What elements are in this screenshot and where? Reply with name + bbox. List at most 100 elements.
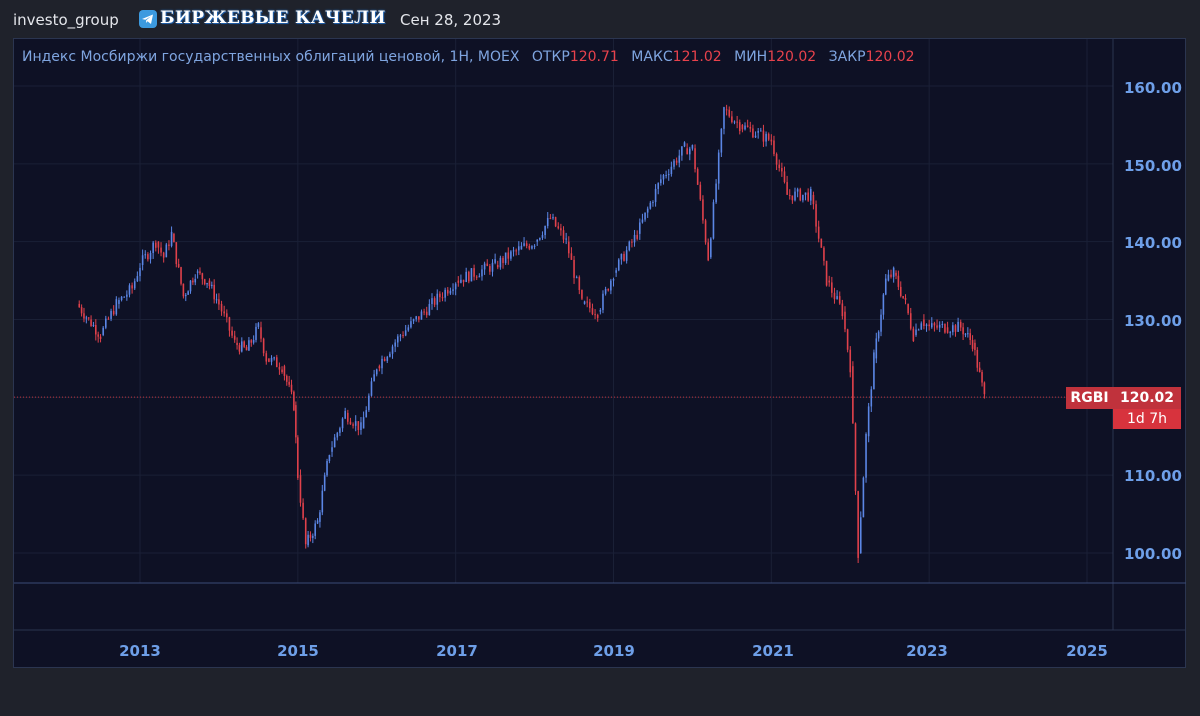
candle-body: [528, 245, 531, 249]
candle-body: [102, 327, 104, 336]
candle-body: [112, 310, 115, 315]
candle-body: [809, 189, 812, 201]
candle-body: [820, 238, 823, 248]
candle-body: [738, 122, 741, 132]
candle-body: [702, 199, 704, 221]
candle-body: [657, 183, 660, 189]
y-tick-label: 110.00: [1124, 467, 1182, 485]
candle-body: [175, 242, 178, 264]
candle-body: [85, 317, 88, 319]
candle-body: [518, 246, 520, 251]
candle-body: [694, 148, 696, 170]
candle-body: [189, 280, 192, 292]
candle-body: [194, 278, 197, 283]
candle-body: [562, 230, 565, 240]
candle-body: [452, 289, 454, 291]
x-tick-label: 2013: [119, 642, 161, 660]
candle-body: [744, 125, 746, 130]
candle-body: [496, 265, 499, 268]
candle-body: [897, 275, 900, 287]
candle-body: [83, 313, 85, 319]
candle-body: [552, 217, 554, 219]
candle-body: [825, 260, 828, 286]
candle-body: [152, 242, 154, 253]
candle-body: [877, 331, 880, 339]
candle-body: [675, 160, 678, 163]
candle-body: [741, 124, 744, 130]
candle-body: [268, 358, 270, 362]
candle-body: [223, 311, 225, 314]
candle-body: [781, 168, 783, 172]
legend-low-label: МИН: [734, 49, 768, 65]
candle-body: [662, 175, 665, 180]
candle-body: [470, 268, 473, 282]
legend-open-label: ОТКР: [531, 49, 570, 65]
candle-body: [612, 278, 615, 281]
candle-body: [136, 276, 139, 282]
candle-body: [823, 247, 825, 261]
candle-body: [969, 333, 972, 340]
candle-body: [78, 303, 81, 308]
candle-body: [767, 133, 770, 140]
candle-body: [539, 237, 541, 240]
candle-body: [749, 127, 752, 129]
candle-body: [604, 288, 607, 294]
candle-body: [462, 279, 465, 283]
y-tick-label: 100.00: [1124, 545, 1182, 563]
candle-body: [120, 296, 123, 301]
candle-body: [983, 382, 986, 395]
candle-body: [870, 389, 873, 407]
candle-body: [904, 297, 907, 300]
candle-body: [180, 267, 182, 284]
candle-body: [507, 252, 510, 259]
candle-body: [710, 238, 712, 258]
candle-body: [736, 121, 738, 123]
candle-body: [892, 267, 895, 277]
legend-high-label: МАКС: [631, 49, 673, 65]
legend-title: Индекс Мосбиржи государственных облигаци…: [22, 49, 520, 65]
candle-body: [770, 139, 773, 142]
candle-body: [581, 289, 583, 299]
telegram-icon: [139, 10, 157, 28]
candle-body: [775, 154, 778, 165]
candle-body: [646, 208, 649, 213]
candle-body: [446, 289, 449, 294]
candle-body: [262, 338, 265, 354]
candle-body: [187, 291, 189, 295]
candle-body: [974, 342, 976, 350]
legend-low-value: 120.02: [767, 49, 817, 65]
x-tick-label: 2021: [752, 642, 794, 660]
candle-body: [439, 293, 441, 298]
legend-close-label: ЗАКР: [828, 49, 866, 65]
candle-body: [295, 405, 297, 438]
candle-body: [607, 288, 610, 291]
candle-body: [765, 133, 767, 142]
candle-body: [917, 329, 920, 331]
candle-body: [257, 323, 260, 327]
candle-body: [449, 290, 452, 294]
candle-body: [783, 171, 786, 183]
candle-body: [899, 286, 902, 297]
candle-body: [817, 226, 820, 239]
candle-body: [252, 339, 255, 343]
candle-body: [383, 358, 386, 361]
candle-body: [631, 241, 633, 243]
candle-body: [394, 342, 396, 347]
candle-body: [428, 304, 431, 316]
candle-body: [533, 245, 536, 247]
candle-body: [707, 242, 709, 261]
candle-body: [238, 345, 241, 352]
candle-body: [302, 502, 304, 519]
legend-high-value: 121.02: [672, 49, 722, 65]
candle-body: [615, 270, 617, 273]
candle-body: [636, 234, 638, 239]
candle-body: [673, 160, 675, 167]
candle-body: [907, 303, 909, 314]
candle-body: [828, 280, 831, 283]
candle-body: [644, 212, 646, 220]
candle-body: [567, 241, 570, 254]
candle-body: [967, 333, 969, 335]
candle-body: [149, 252, 152, 260]
candle-body: [404, 330, 407, 336]
